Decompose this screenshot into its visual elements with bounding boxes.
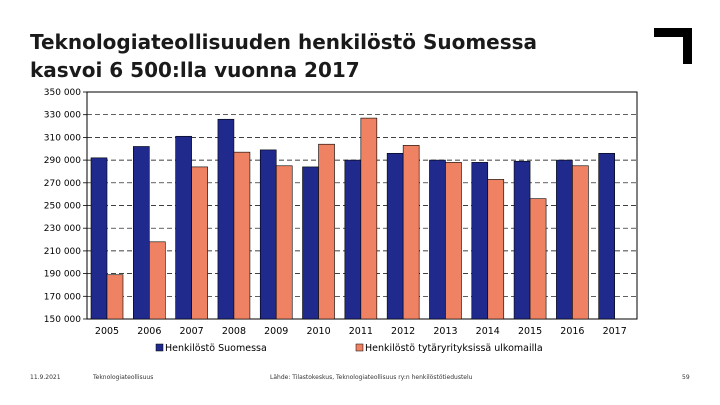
x-tick-label: 2016 bbox=[560, 326, 584, 337]
x-tick-label: 2013 bbox=[433, 326, 457, 337]
y-tick-label: 230 000 bbox=[44, 224, 81, 234]
bar-finland-2005 bbox=[90, 157, 108, 320]
bars bbox=[90, 117, 615, 320]
y-tick-label: 150 000 bbox=[44, 315, 81, 325]
page-title: Teknologiateollisuuden henkilöstö Suomes… bbox=[30, 28, 630, 84]
bar-finland-2017 bbox=[598, 152, 615, 320]
legend-swatch bbox=[155, 343, 164, 352]
y-tick-label: 250 000 bbox=[44, 202, 81, 212]
legend: Henkilöstö Suomessa Henkilöstö tytäryrity… bbox=[155, 343, 543, 354]
y-tick-label: 330 000 bbox=[44, 111, 81, 121]
bar-chart: 150 000 170 000 190 000 210 000 230 000 250 0… bbox=[44, 88, 638, 354]
corner-logo-icon bbox=[654, 28, 692, 64]
y-tick-label: 210 000 bbox=[44, 247, 81, 257]
footer-org: Teknologiateollisuus bbox=[93, 374, 154, 381]
x-tick-label: 2006 bbox=[137, 326, 161, 337]
y-tick-label: 190 000 bbox=[44, 270, 81, 280]
bar-finland-2014 bbox=[471, 162, 489, 320]
bar-abroad-2008 bbox=[233, 151, 251, 320]
x-tick-label: 2015 bbox=[518, 326, 542, 337]
x-axis: 2005 2006 2007 2008 2009 2010 2011 2012 2013 2014… bbox=[95, 326, 627, 337]
bar-finland-2015 bbox=[513, 160, 531, 320]
x-tick-label: 2014 bbox=[476, 326, 500, 337]
x-tick-label: 2008 bbox=[222, 326, 246, 337]
bar-abroad-2005 bbox=[106, 274, 124, 320]
bar-finland-2013 bbox=[429, 159, 446, 320]
title-line-2: kasvoi 6 500:lla vuonna 2017 bbox=[30, 58, 360, 82]
y-axis: 150 000 170 000 190 000 210 000 230 000 250 0… bbox=[44, 88, 87, 325]
x-tick-label: 2005 bbox=[95, 326, 119, 337]
bar-abroad-2009 bbox=[275, 165, 293, 320]
y-tick-label: 270 000 bbox=[44, 179, 81, 189]
legend-label: Henkilöstö Suomessa bbox=[165, 343, 267, 354]
x-tick-label: 2017 bbox=[603, 326, 627, 337]
bar-abroad-2007 bbox=[191, 166, 208, 320]
x-tick-label: 2007 bbox=[180, 326, 204, 337]
x-tick-label: 2009 bbox=[264, 326, 288, 337]
bar-abroad-2011 bbox=[360, 117, 378, 320]
y-tick-label: 290 000 bbox=[44, 156, 81, 166]
bar-abroad-2006 bbox=[149, 241, 166, 320]
footer-page-number: 59 bbox=[682, 374, 690, 381]
legend-label: Henkilöstö tytäryrityksissä ulkomailla bbox=[365, 343, 543, 354]
footer-source: Lähde: Tilastokeskus, Teknologiateollisu… bbox=[270, 374, 473, 381]
bar-finland-2006 bbox=[133, 146, 150, 320]
bar-abroad-2014 bbox=[487, 179, 505, 320]
bar-finland-2016 bbox=[556, 159, 573, 320]
x-tick-label: 2012 bbox=[391, 326, 415, 337]
bar-finland-2009 bbox=[259, 149, 277, 320]
bar-abroad-2012 bbox=[402, 145, 420, 320]
y-tick-label: 170 000 bbox=[44, 292, 81, 302]
bar-finland-2011 bbox=[344, 159, 362, 320]
footer-date: 11.9.2021 bbox=[30, 374, 61, 381]
bar-finland-2007 bbox=[175, 135, 192, 320]
title-line-1: Teknologiateollisuuden henkilöstö Suomes… bbox=[30, 30, 538, 54]
bar-abroad-2010 bbox=[318, 143, 335, 320]
legend-swatch bbox=[355, 343, 364, 352]
bar-abroad-2013 bbox=[445, 162, 462, 320]
y-tick-label: 310 000 bbox=[44, 133, 81, 143]
bar-abroad-2016 bbox=[572, 165, 589, 320]
x-tick-label: 2011 bbox=[349, 326, 373, 337]
bar-finland-2012 bbox=[386, 152, 404, 320]
x-tick-label: 2010 bbox=[306, 326, 330, 337]
bar-finland-2008 bbox=[217, 118, 235, 320]
y-tick-label: 350 000 bbox=[44, 88, 81, 98]
bar-finland-2010 bbox=[302, 166, 319, 320]
bar-abroad-2015 bbox=[529, 198, 547, 320]
